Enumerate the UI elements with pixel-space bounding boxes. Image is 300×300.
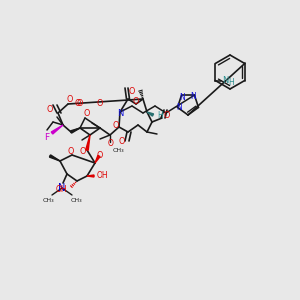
Text: N: N <box>180 93 185 102</box>
Text: CH₃: CH₃ <box>112 148 124 152</box>
Text: H: H <box>157 112 163 121</box>
Text: O: O <box>68 148 74 157</box>
Text: O: O <box>84 109 90 118</box>
Text: N: N <box>58 183 66 193</box>
Text: O: O <box>97 151 103 160</box>
Text: N: N <box>117 109 123 118</box>
Polygon shape <box>70 128 80 133</box>
Text: O: O <box>119 136 125 146</box>
Text: O: O <box>80 148 86 157</box>
Text: O: O <box>108 140 114 148</box>
Text: CH₃: CH₃ <box>70 199 82 203</box>
Polygon shape <box>51 125 63 134</box>
Text: O: O <box>67 95 73 104</box>
Polygon shape <box>95 155 100 163</box>
Text: O: O <box>113 121 119 130</box>
Text: N: N <box>190 92 196 100</box>
Polygon shape <box>86 135 90 150</box>
Polygon shape <box>147 112 154 116</box>
Text: O: O <box>77 98 83 107</box>
Text: O: O <box>97 98 103 107</box>
Polygon shape <box>50 155 60 161</box>
Text: N: N <box>177 103 182 112</box>
Text: O: O <box>75 100 81 109</box>
Polygon shape <box>87 175 94 177</box>
Text: O: O <box>164 110 170 119</box>
Text: O: O <box>133 97 139 106</box>
Text: F: F <box>44 134 50 142</box>
Text: OH: OH <box>56 184 67 194</box>
Text: N: N <box>222 76 229 85</box>
Text: O: O <box>129 88 135 97</box>
Text: H: H <box>228 78 234 87</box>
Text: O: O <box>47 104 53 113</box>
Text: CH₃: CH₃ <box>42 199 54 203</box>
Text: OH: OH <box>97 172 109 181</box>
